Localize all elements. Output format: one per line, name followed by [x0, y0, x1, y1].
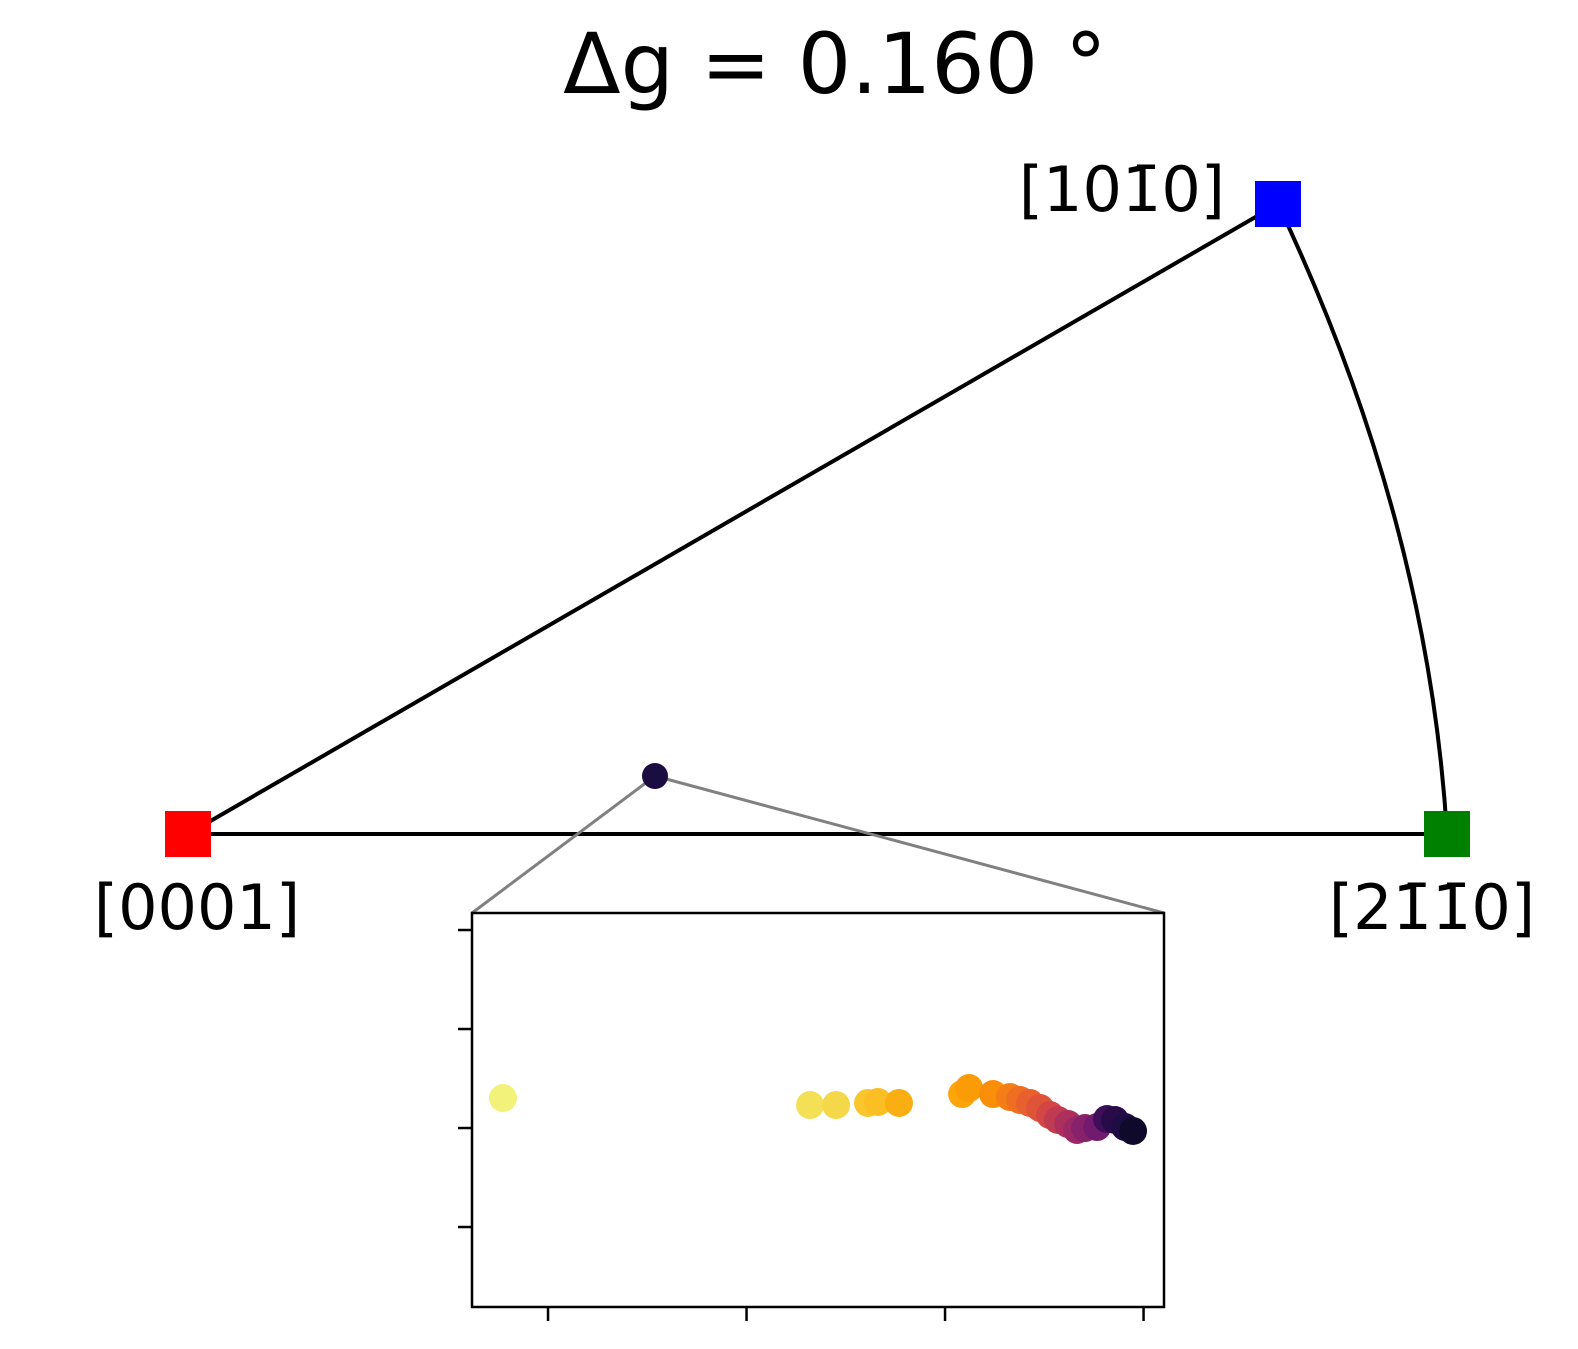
- ipf-edge: [186, 202, 1280, 836]
- chart-title: Δg = 0.160 °: [563, 15, 1107, 113]
- point: [863, 1087, 892, 1116]
- vertex-label: [0001]: [94, 871, 300, 944]
- vertex-marker: [165, 811, 211, 857]
- point: [955, 1074, 984, 1103]
- point: [884, 1088, 913, 1117]
- mean-orientation: [642, 763, 668, 789]
- vertex-marker: [1255, 181, 1301, 227]
- point: [796, 1091, 825, 1120]
- vertex-label: [101̄0]: [1019, 153, 1225, 226]
- vertex-marker: [1424, 811, 1470, 857]
- point: [488, 1084, 517, 1113]
- ipf-edge: [1276, 203, 1449, 835]
- vertex-label: [21̄1̄0]: [1329, 871, 1535, 944]
- point: [1119, 1116, 1148, 1145]
- inset-connector: [471, 774, 656, 915]
- point: [822, 1091, 851, 1120]
- inset-connector: [654, 774, 1165, 915]
